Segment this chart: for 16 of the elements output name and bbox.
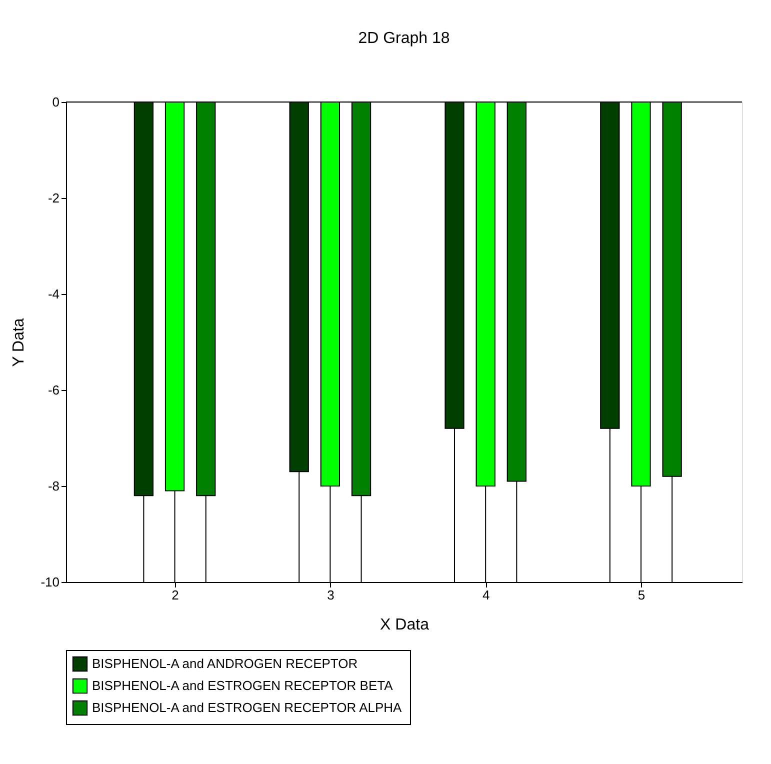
- y-axis-title: Y Data: [10, 318, 28, 367]
- y-tick-label: -8: [48, 478, 60, 494]
- legend-label: BISPHENOL-A and ESTROGEN RECEPTOR BETA: [92, 678, 394, 693]
- y-tick-label: -6: [48, 382, 60, 398]
- x-tick-label: 3: [327, 588, 334, 602]
- y-tick-label: 0: [52, 94, 60, 110]
- legend-label: BISPHENOL-A and ANDROGEN RECEPTOR: [92, 656, 358, 671]
- x-tick-label: 4: [482, 588, 490, 602]
- x-tick-label: 2: [172, 588, 179, 602]
- x-axis-title: X Data: [380, 616, 430, 634]
- y-tick-label: -4: [48, 286, 60, 302]
- chart-title: 2D Graph 18: [358, 30, 450, 47]
- y-tick-label: -10: [40, 574, 60, 590]
- y-tick-label: -2: [48, 190, 60, 206]
- x-tick-label: 5: [638, 588, 646, 602]
- legend-label: BISPHENOL-A and ESTROGEN RECEPTOR ALPHA: [92, 700, 402, 715]
